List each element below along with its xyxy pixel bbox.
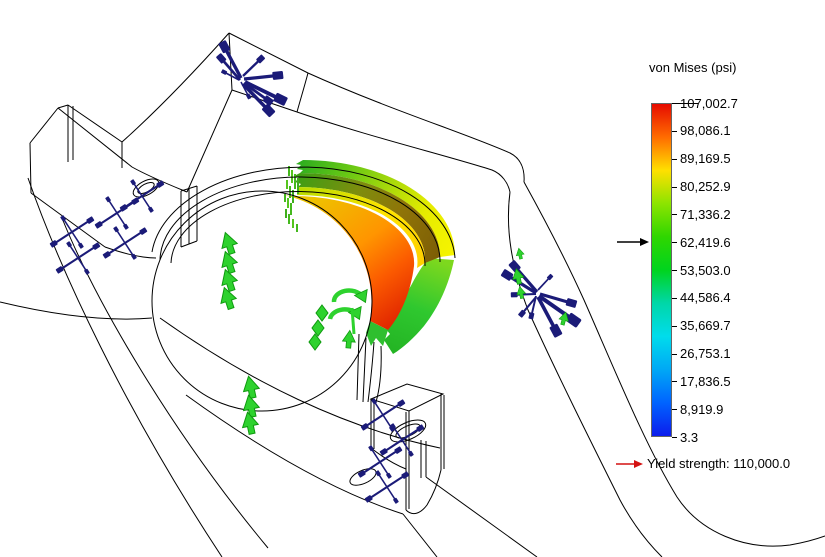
legend-tick-mark bbox=[672, 270, 677, 271]
legend-tick-mark bbox=[672, 214, 677, 216]
model-wireframe bbox=[0, 32, 825, 557]
legend-tick-label: 80,252.9 bbox=[680, 179, 731, 194]
legend-title: von Mises (psi) bbox=[649, 60, 737, 75]
yield-arrow-icon bbox=[616, 459, 643, 468]
legend-tick-mark bbox=[672, 437, 677, 438]
load-arrows bbox=[216, 229, 571, 436]
legend-tick-mark bbox=[672, 242, 677, 244]
legend-tick-label: 44,586.4 bbox=[680, 290, 731, 306]
legend: von Mises (psi) 107,002.7 98,086.1 89,169.… bbox=[610, 55, 825, 495]
legend-tick-label: 8,919.9 bbox=[680, 401, 724, 417]
legend-tick-mark bbox=[672, 353, 677, 355]
yield-strength-label: Yield strength: 110,000.0 bbox=[647, 456, 791, 471]
legend-tick-label: 62,419.6 bbox=[680, 234, 731, 250]
legend-tick-mark bbox=[672, 325, 677, 327]
legend-tick-mark bbox=[672, 381, 677, 383]
legend-color-bar bbox=[651, 103, 672, 437]
stress-fringe bbox=[283, 160, 455, 354]
legend-tick-label: 107,002.7 bbox=[680, 95, 738, 111]
legend-tick-mark bbox=[672, 297, 677, 299]
legend-tick-mark bbox=[672, 103, 698, 104]
legend-tick-label: 35,669.7 bbox=[680, 318, 731, 334]
legend-tick-label: 71,336.2 bbox=[680, 206, 731, 222]
legend-tick-label: 17,836.5 bbox=[680, 373, 731, 389]
legend-tick-mark bbox=[672, 409, 677, 411]
legend-tick-label: 26,753.1 bbox=[680, 346, 731, 361]
restraint-crosses-bottom bbox=[357, 398, 424, 504]
legend-tick-mark bbox=[672, 130, 677, 132]
legend-tick-mark bbox=[672, 158, 677, 160]
legend-tick-label: 53,503.0 bbox=[680, 262, 731, 278]
legend-tick-label: 3.3 bbox=[680, 429, 699, 445]
restraint-arrows-right bbox=[498, 258, 581, 340]
restraint-arrows-top bbox=[214, 38, 290, 120]
legend-pointer-arrow-icon bbox=[617, 238, 649, 247]
legend-tick-label: 98,086.1 bbox=[680, 123, 731, 139]
legend-tick-label: 89,169.5 bbox=[680, 151, 731, 167]
legend-tick-mark bbox=[672, 186, 677, 188]
yield-strength-row: Yield strength: 110,000.0 bbox=[616, 456, 790, 471]
restraint-crosses-left bbox=[49, 179, 164, 275]
